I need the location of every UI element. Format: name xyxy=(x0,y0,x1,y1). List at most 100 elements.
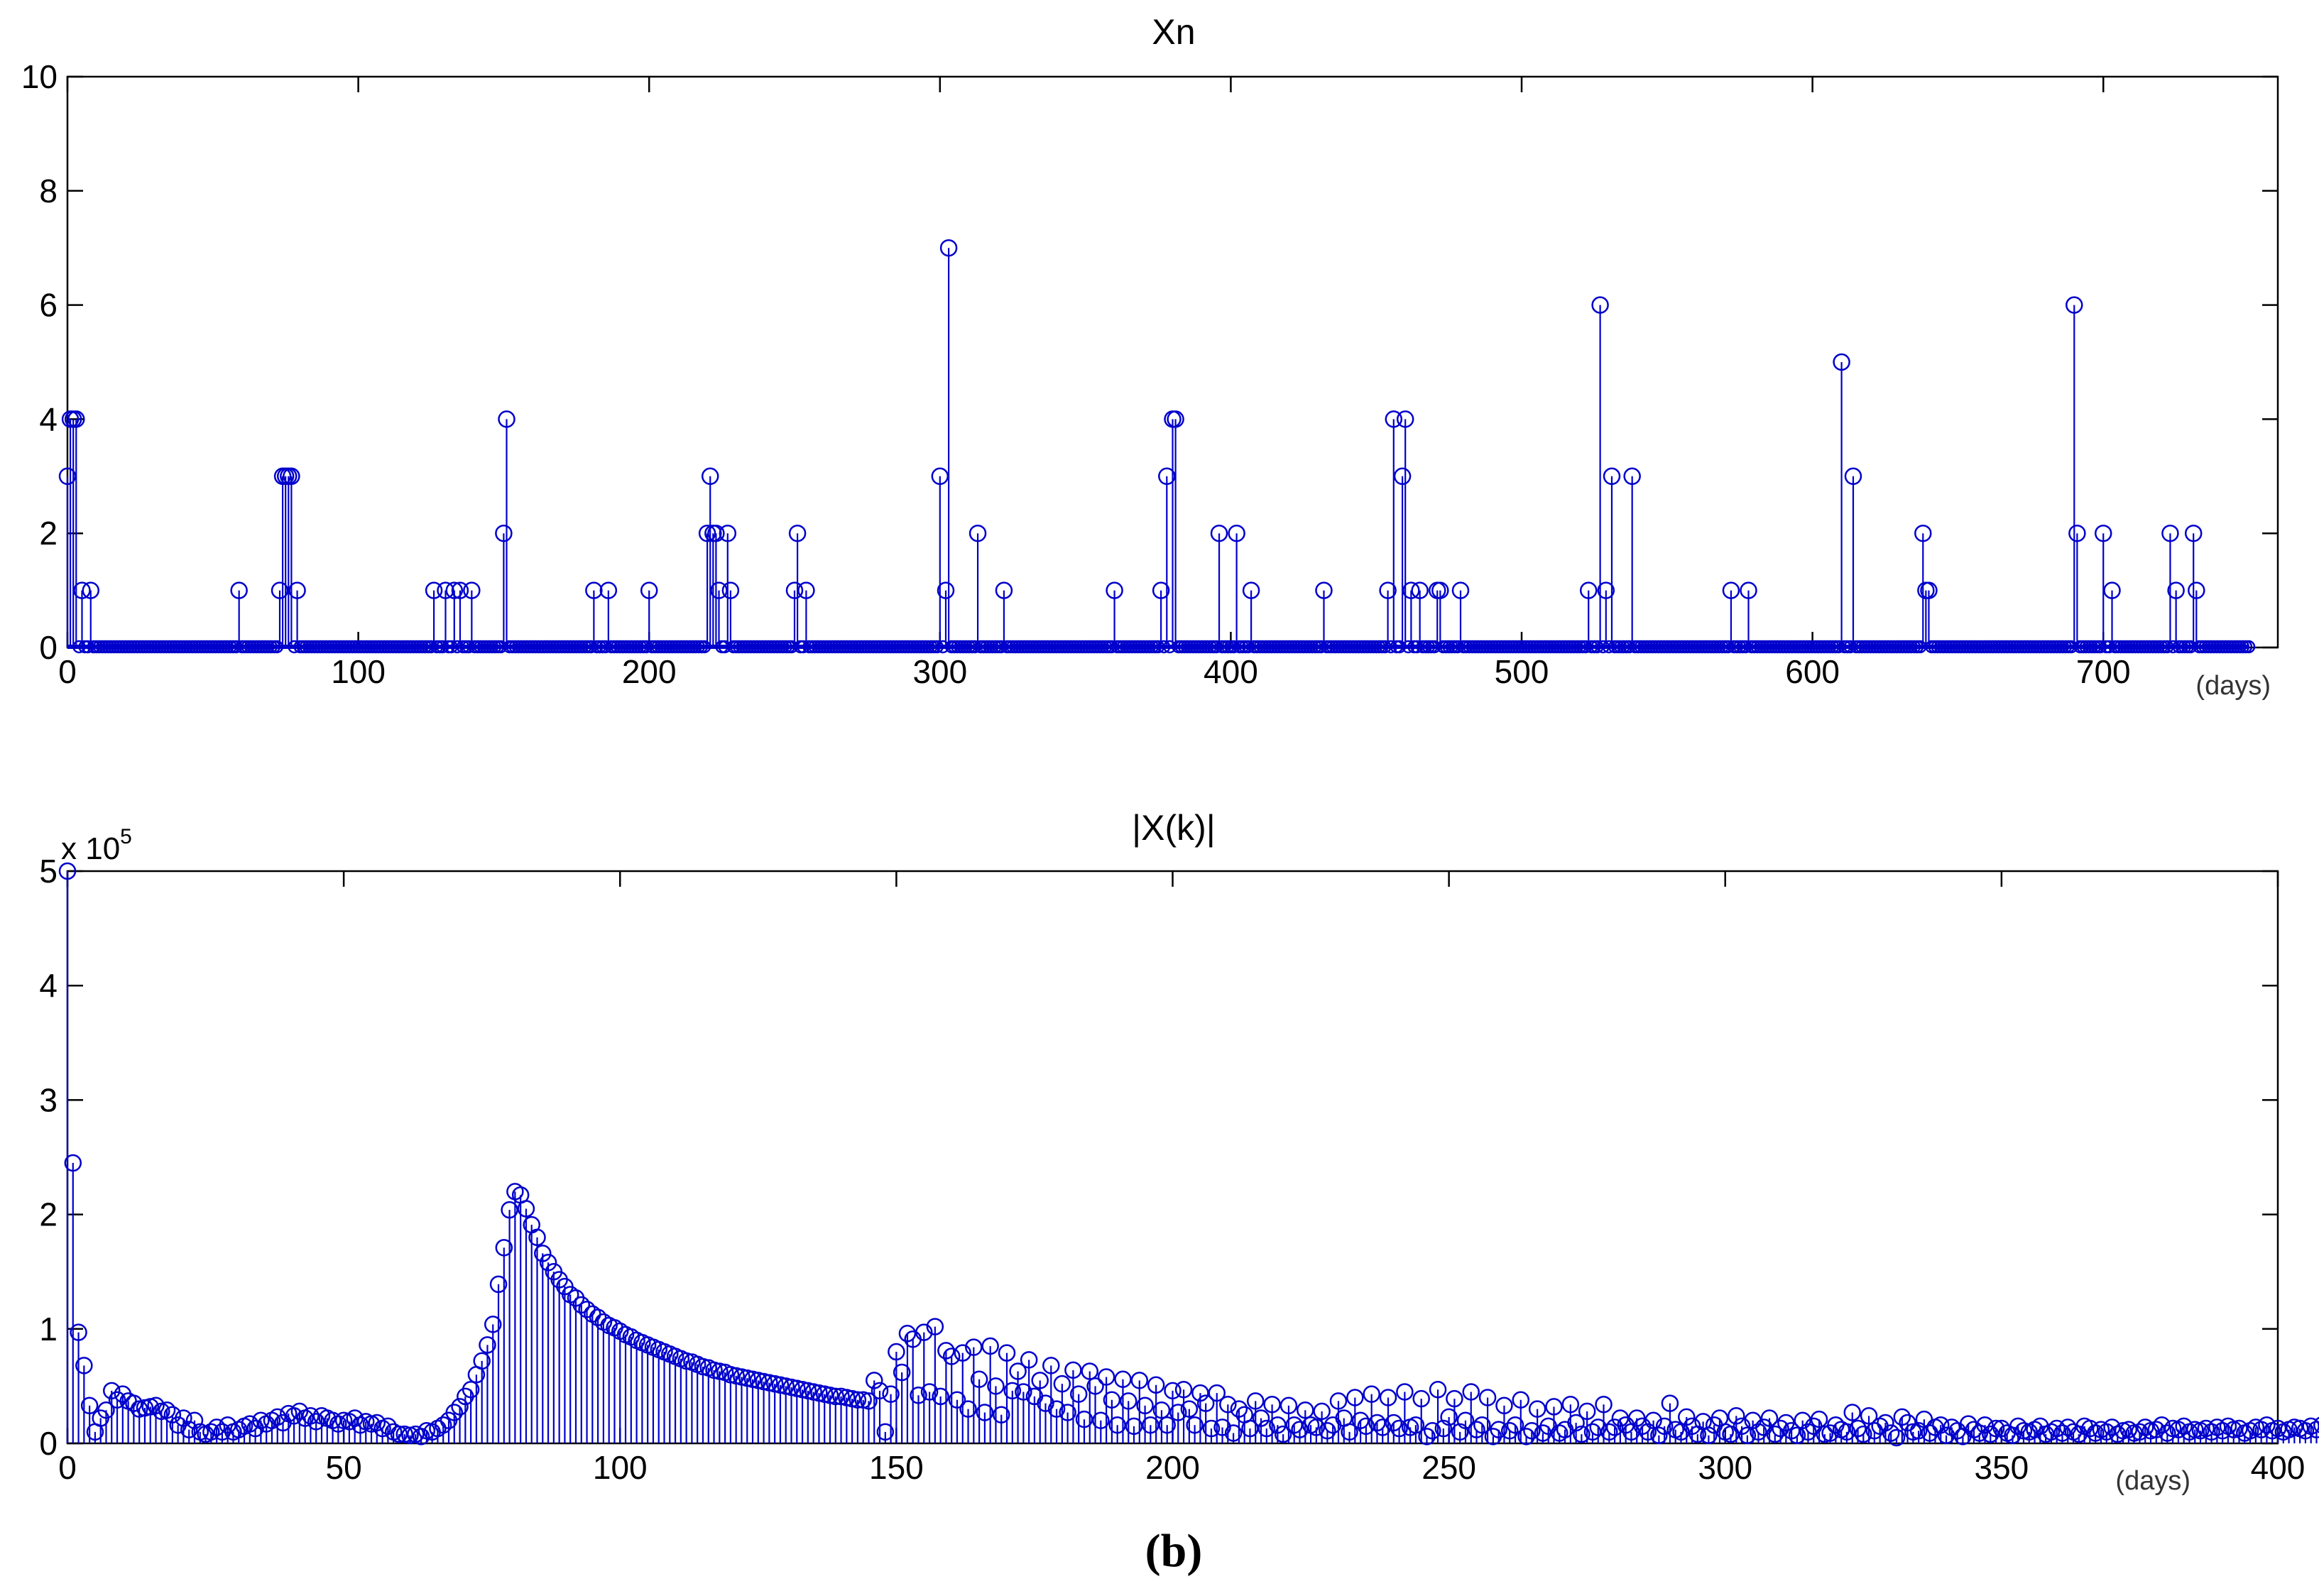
stem-marker xyxy=(1059,1404,1076,1421)
stem-marker xyxy=(876,1423,895,1441)
stem-marker xyxy=(2131,1423,2149,1441)
stem-marker xyxy=(534,1245,552,1262)
stem-marker xyxy=(451,1398,469,1416)
stem-marker xyxy=(1407,1416,1425,1434)
stem-marker xyxy=(937,1342,955,1360)
stem-marker xyxy=(1810,1410,1828,1428)
stem-marker xyxy=(1855,1425,1872,1443)
stem-marker xyxy=(942,1348,961,1365)
stem-marker xyxy=(70,1323,87,1341)
stem-marker xyxy=(1623,467,1641,486)
stem-marker xyxy=(995,581,1013,599)
stem-marker xyxy=(640,581,658,599)
stem-marker xyxy=(1490,1421,1507,1438)
stem-marker xyxy=(1920,581,1938,599)
stem-marker xyxy=(1434,1419,1453,1438)
stem-marker xyxy=(698,524,716,542)
stem-marker xyxy=(2161,524,2179,542)
stem-marker xyxy=(108,1391,126,1409)
x-tick-label: 200 xyxy=(1145,1449,1200,1486)
stem-marker xyxy=(1346,1389,1364,1406)
x-tick-label: 50 xyxy=(326,1449,362,1486)
stem-marker xyxy=(1633,1417,1652,1436)
stem-marker xyxy=(158,1401,176,1419)
x-tick-label: 0 xyxy=(58,653,77,690)
stem-marker xyxy=(1495,1396,1513,1415)
stem-marker xyxy=(719,524,737,542)
stem-marker xyxy=(1605,1419,1624,1436)
stem-marker xyxy=(67,410,85,428)
stem-marker xyxy=(2252,1421,2270,1438)
chart-title-xn: Xn xyxy=(1152,12,1195,52)
ticks-magnitude: 0 50 100 150 200 250 300 350 400 0 1 2 3 4 5 xyxy=(39,853,2305,1486)
stem-marker xyxy=(987,1377,1005,1395)
stem-marker xyxy=(58,467,77,486)
stem-marker xyxy=(970,1370,988,1388)
stem-marker xyxy=(1174,1380,1193,1399)
stem-marker xyxy=(1838,1423,1856,1441)
stem-marker xyxy=(599,581,618,599)
stem-marker xyxy=(1468,1421,1485,1438)
stem-marker xyxy=(1167,410,1184,428)
stem-marker xyxy=(915,1323,933,1341)
stem-marker xyxy=(445,581,464,599)
stem-marker xyxy=(2009,1417,2027,1436)
stem-marker xyxy=(1252,1409,1270,1427)
stem-marker xyxy=(1103,1391,1121,1409)
stem-marker xyxy=(1887,1428,1906,1447)
stem-marker xyxy=(1152,1401,1171,1419)
stem-marker xyxy=(1733,1417,1751,1436)
stem-marker xyxy=(302,1407,320,1425)
stem-marker xyxy=(501,1201,518,1219)
stem-marker xyxy=(1517,1428,1535,1445)
stem-marker xyxy=(1573,1425,1590,1443)
stem-marker xyxy=(241,1415,259,1433)
stem-marker xyxy=(1042,1357,1060,1374)
stem-marker xyxy=(1081,1362,1099,1380)
stem-marker xyxy=(968,524,987,542)
stem-marker xyxy=(147,1396,165,1415)
stem-marker xyxy=(1655,1417,1674,1436)
stem-marker xyxy=(82,581,100,599)
stem-marker xyxy=(1462,1383,1480,1401)
stem-marker xyxy=(932,1387,949,1406)
x-tick-label: 300 xyxy=(1698,1449,1752,1486)
stem-marker xyxy=(2175,1417,2193,1436)
stem-marker xyxy=(1164,1382,1182,1400)
stem-marker xyxy=(1180,1400,1199,1418)
x-unit-magnitude: (days) xyxy=(2115,1466,2190,1496)
stem-marker xyxy=(948,1391,966,1409)
stem-marker xyxy=(2103,581,2121,599)
stem-marker xyxy=(1678,1408,1696,1426)
stem-marker xyxy=(1603,467,1621,486)
stem-marker xyxy=(1379,581,1397,599)
stem-marker xyxy=(1106,581,1123,599)
stem-marker xyxy=(701,467,719,486)
stem-marker xyxy=(2188,581,2205,599)
stem-marker xyxy=(1219,1395,1237,1414)
stem-marker xyxy=(1158,1416,1176,1434)
stem-marker xyxy=(307,1413,325,1431)
stem-marker xyxy=(1523,1422,1541,1440)
stem-marker xyxy=(926,1318,944,1335)
x-tick-label: 0 xyxy=(58,1449,77,1486)
stem-marker xyxy=(175,1409,192,1427)
stem-marker xyxy=(998,1344,1016,1362)
stem-marker xyxy=(1291,1421,1309,1438)
x-tick-label: 150 xyxy=(869,1449,924,1486)
stem-marker xyxy=(1263,1395,1281,1414)
stem-marker xyxy=(1844,467,1862,486)
stem-marker xyxy=(285,1407,303,1425)
stem-marker xyxy=(1086,1377,1104,1395)
stem-marker xyxy=(1772,1419,1789,1438)
stem-marker xyxy=(585,581,603,599)
stem-marker xyxy=(425,581,443,599)
stem-marker xyxy=(1069,1385,1088,1403)
stem-marker xyxy=(1424,1422,1441,1440)
stem-marker xyxy=(2066,296,2083,314)
stem-marker xyxy=(268,1408,286,1426)
stem-marker xyxy=(893,1363,911,1382)
stem-marker xyxy=(1186,1416,1204,1434)
stem-marker xyxy=(572,1296,591,1314)
stem-marker xyxy=(1411,581,1429,599)
